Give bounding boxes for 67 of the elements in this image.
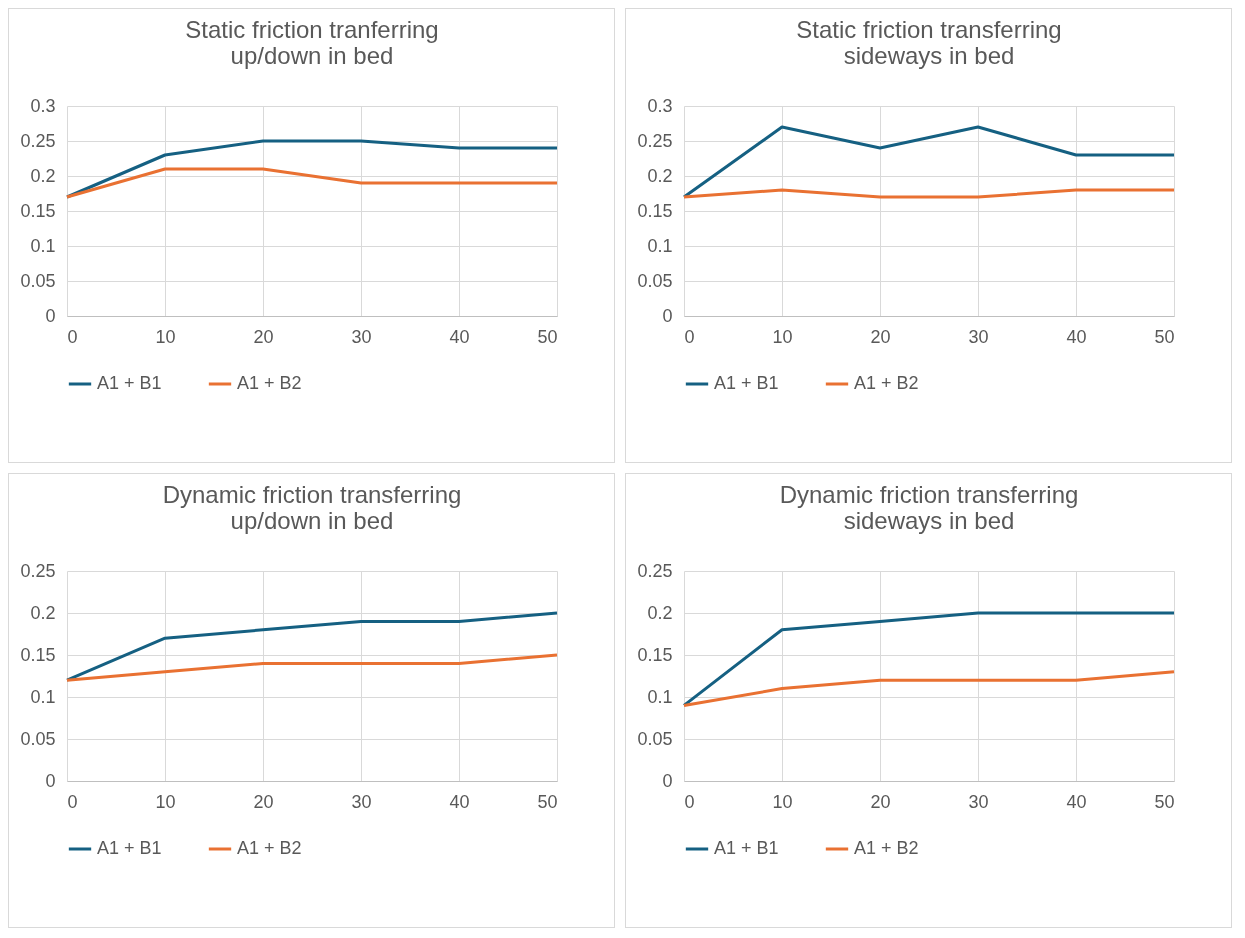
x-tick-label: 10 bbox=[155, 326, 176, 347]
y-tick-label: 0 bbox=[662, 770, 673, 791]
x-tick-label: 10 bbox=[155, 791, 176, 812]
y-tick-label: 0.15 bbox=[20, 200, 56, 221]
chart-title: Static friction transferring sideways in bed bbox=[796, 16, 1062, 69]
x-tick-label: 0 bbox=[67, 791, 78, 812]
y-tick-label: 0.25 bbox=[637, 130, 673, 151]
x-tick-label: 50 bbox=[1154, 791, 1175, 812]
x-tick-label: 40 bbox=[449, 326, 470, 347]
y-tick-label: 0.25 bbox=[637, 560, 673, 581]
y-tick-label: 0.2 bbox=[647, 602, 673, 623]
legend-label: A1 + B2 bbox=[854, 838, 919, 858]
y-tick-label: 0.05 bbox=[20, 270, 56, 291]
legend-label: A1 + B2 bbox=[854, 373, 919, 393]
y-tick-label: 0.2 bbox=[30, 602, 56, 623]
y-tick-label: 0.3 bbox=[30, 95, 56, 116]
x-tick-label: 10 bbox=[772, 326, 793, 347]
x-tick-label: 30 bbox=[968, 791, 989, 812]
y-tick-label: 0.15 bbox=[637, 200, 673, 221]
y-tick-label: 0.2 bbox=[647, 165, 673, 186]
y-tick-label: 0 bbox=[662, 305, 673, 326]
x-tick-label: 20 bbox=[253, 326, 274, 347]
legend-label: A1 + B2 bbox=[237, 838, 302, 858]
legend-label: A1 + B1 bbox=[714, 373, 779, 393]
y-tick-label: 0.05 bbox=[20, 728, 56, 749]
legend-label: A1 + B1 bbox=[97, 373, 162, 393]
x-tick-label: 0 bbox=[67, 326, 78, 347]
x-tick-label: 50 bbox=[537, 326, 558, 347]
x-tick-label: 0 bbox=[684, 326, 695, 347]
y-tick-label: 0.1 bbox=[647, 235, 673, 256]
y-tick-label: 0.3 bbox=[647, 95, 673, 116]
y-tick-label: 0.1 bbox=[30, 235, 56, 256]
y-tick-label: 0.2 bbox=[30, 165, 56, 186]
y-tick-label: 0.1 bbox=[647, 686, 673, 707]
y-tick-label: 0.25 bbox=[20, 130, 56, 151]
x-tick-label: 40 bbox=[449, 791, 470, 812]
x-tick-label: 30 bbox=[968, 326, 989, 347]
x-tick-label: 0 bbox=[684, 791, 695, 812]
x-tick-label: 40 bbox=[1066, 791, 1087, 812]
line-series bbox=[682, 670, 1176, 707]
x-tick-label: 30 bbox=[351, 326, 372, 347]
chart-title: Static friction tranferring up/down in bed bbox=[185, 16, 439, 69]
legend-label: A1 + B1 bbox=[714, 838, 779, 858]
line-series bbox=[682, 125, 1176, 199]
x-tick-label: 30 bbox=[351, 791, 372, 812]
x-tick-label: 20 bbox=[253, 791, 274, 812]
y-tick-label: 0.15 bbox=[637, 644, 673, 665]
x-tick-label: 40 bbox=[1066, 326, 1087, 347]
line-series bbox=[682, 611, 1176, 707]
x-tick-label: 10 bbox=[772, 791, 793, 812]
chart-title: Dynamic friction transferring sideways in bed bbox=[779, 481, 1079, 534]
x-tick-label: 20 bbox=[870, 326, 891, 347]
line-series bbox=[65, 611, 559, 682]
y-tick-label: 0.1 bbox=[30, 686, 56, 707]
y-tick-label: 0.05 bbox=[637, 728, 673, 749]
chart-title: Dynamic friction transferring up/down in bed bbox=[162, 481, 462, 534]
legend-label: A1 + B1 bbox=[97, 838, 162, 858]
line-series bbox=[65, 653, 559, 682]
legend-label: A1 + B2 bbox=[237, 373, 302, 393]
y-tick-label: 0.25 bbox=[20, 560, 56, 581]
x-tick-label: 50 bbox=[537, 791, 558, 812]
y-tick-label: 0.05 bbox=[637, 270, 673, 291]
y-tick-label: 0 bbox=[45, 770, 56, 791]
x-tick-label: 20 bbox=[870, 791, 891, 812]
y-tick-label: 0 bbox=[45, 305, 56, 326]
x-tick-label: 50 bbox=[1154, 326, 1175, 347]
y-tick-label: 0.15 bbox=[20, 644, 56, 665]
